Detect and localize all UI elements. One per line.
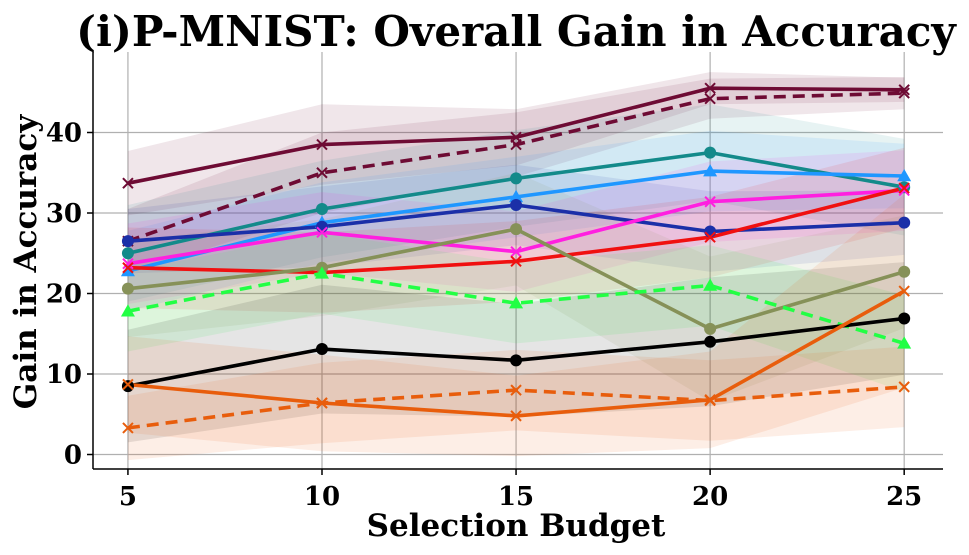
series-orange-dashed-point [510, 384, 522, 396]
series-olive-point [898, 265, 911, 278]
series-navy-blue-point [121, 235, 134, 248]
tick-labels: 5 10 15 20 25 0 10 20 30 40 [46, 119, 922, 512]
series-dark-maroon-dashed-point [316, 167, 328, 179]
series-black-point [510, 354, 523, 367]
series-red-point [510, 255, 522, 268]
series-lime-dashed-point [509, 296, 524, 309]
series-magenta-point [510, 245, 522, 258]
x-tick-label: 25 [886, 482, 922, 512]
series-lime-dashed-point [703, 278, 718, 291]
series-orange-dashed-point [316, 397, 328, 409]
series-black-point [121, 380, 134, 393]
confidence-bands [127, 72, 905, 461]
series-orange-solid-point [122, 378, 134, 391]
series-orange-solid-point [898, 285, 910, 297]
series-dark-maroon-dashed-point [704, 92, 716, 105]
series-navy-blue-point [510, 198, 523, 211]
series-navy-blue-band [127, 164, 905, 274]
x-tick-label: 10 [304, 482, 340, 512]
series-orange-solid-point [510, 410, 522, 422]
series-navy-blue-point [898, 216, 911, 229]
series-black-band [127, 262, 905, 443]
series-magenta-point [704, 196, 716, 208]
series-dark-maroon-dashed-point [510, 138, 522, 151]
y-tick-label: 40 [46, 119, 82, 149]
series-magenta-point [316, 226, 328, 239]
series-orange-dashed-point [704, 394, 716, 407]
x-tick-label: 5 [119, 482, 137, 512]
y-tick-label: 0 [64, 441, 82, 471]
series-magenta-point [898, 184, 910, 197]
series-markers [120, 82, 912, 434]
series-lime-dashed-line [127, 271, 905, 346]
y-tick-label: 30 [46, 199, 82, 229]
series-lime-dashed-point [314, 266, 329, 279]
series-red-point [704, 231, 716, 243]
series-teal-point [315, 202, 328, 215]
series-black-point [704, 335, 717, 348]
x-tick-label: 20 [692, 482, 728, 512]
series-lime-dashed-point [120, 304, 135, 317]
series-sky-blue-point [120, 263, 135, 277]
series-orange-solid-band [127, 194, 905, 457]
series-dark-maroon-solid-point [704, 82, 716, 94]
series-sky-blue-point [897, 168, 912, 182]
series-sky-blue-point [703, 164, 718, 177]
series-olive-point [510, 223, 523, 236]
y-tick-label: 10 [46, 360, 82, 390]
series-dark-maroon-solid-point [122, 177, 134, 189]
x-tick-label: 15 [498, 482, 534, 512]
series-olive-point [704, 322, 717, 335]
series-black-point [898, 312, 911, 325]
chart-title: (i)P-MNIST: Overall Gain in Accuracy [76, 7, 957, 56]
series-orange-dashed-point [898, 381, 910, 393]
series-navy-blue-point [315, 220, 328, 233]
series-teal-point [121, 247, 134, 260]
y-tick-label: 20 [46, 280, 82, 310]
series-red-point [898, 182, 910, 194]
series-navy-blue-point [704, 225, 717, 238]
series-orange-dashed-band [127, 346, 905, 461]
axes [87, 52, 943, 475]
series-teal-point [510, 172, 523, 185]
series-black-point [315, 343, 328, 356]
series-teal-point [704, 146, 717, 159]
series-red-point [122, 262, 134, 274]
series-dark-maroon-solid-point [316, 138, 328, 151]
x-axis-label: Selection Budget [367, 508, 666, 544]
series-orange-dashed-point [122, 422, 134, 434]
series-dark-maroon-dashed-point [898, 87, 910, 99]
y-axis-label: Gain in Accuracy [8, 114, 44, 409]
series-olive-point [121, 282, 134, 295]
series-lime-dashed-point [897, 336, 912, 349]
series-magenta-point [122, 258, 134, 270]
series-dark-maroon-solid-point [898, 84, 910, 96]
series-sky-blue-point [509, 189, 524, 203]
